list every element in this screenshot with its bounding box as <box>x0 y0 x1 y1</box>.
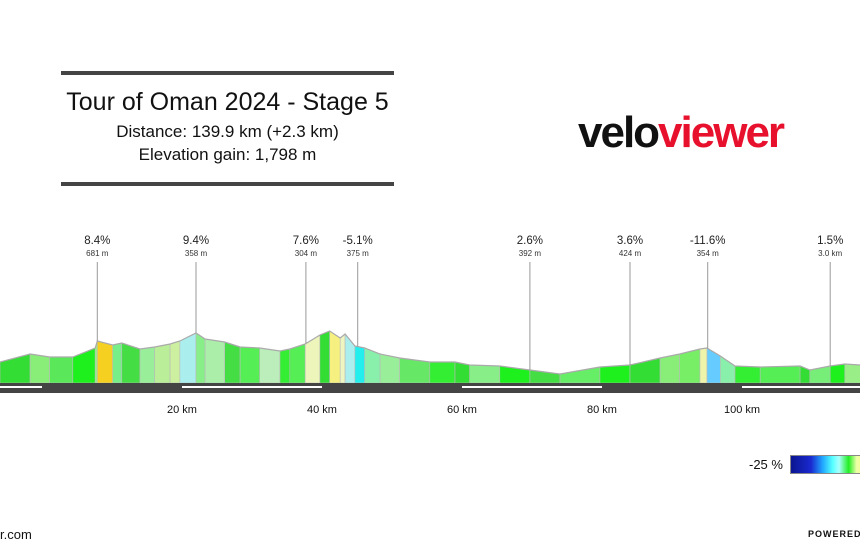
gradient-legend-bar <box>790 455 860 474</box>
marker-gradient: 1.5% <box>817 235 844 247</box>
marker-length: 358 m <box>184 249 208 258</box>
gradient-marker: 8.4% 681 m <box>67 235 127 258</box>
profile-segment <box>72 347 96 384</box>
distance-text: Distance: 139.9 km (+2.3 km) <box>116 122 339 141</box>
gradient-marker: 7.6% 304 m <box>276 235 336 258</box>
profile-segment <box>379 353 401 384</box>
profile-segment <box>289 343 306 384</box>
profile-segment <box>329 330 341 384</box>
profile-segment <box>599 364 631 384</box>
gradient-marker: -11.6% 354 m <box>678 235 738 258</box>
profile-segment <box>29 353 51 384</box>
marker-length: 375 m <box>346 249 369 258</box>
profile-segment <box>469 364 501 384</box>
profile-segment <box>49 356 74 384</box>
marker-length: 304 m <box>294 249 317 258</box>
profile-segment <box>204 338 225 384</box>
profile-segment <box>112 342 123 384</box>
gradient-marker: 3.6% 424 m <box>600 235 660 258</box>
marker-length: 392 m <box>518 249 541 258</box>
distance-stripe <box>742 386 860 388</box>
powered-by-text: POWERED <box>808 529 860 539</box>
profile-segment <box>239 346 261 384</box>
profile-segment <box>259 347 281 384</box>
x-tick-label: 40 km <box>307 404 337 416</box>
gradient-marker: -5.1% 375 m <box>328 235 388 258</box>
profile-segment <box>679 348 701 384</box>
marker-gradient: -11.6% <box>689 235 726 247</box>
x-tick-label: 120 km <box>852 404 860 416</box>
title-bottom-rule <box>61 182 394 186</box>
gradient-marker: 9.4% 358 m <box>166 235 226 258</box>
marker-gradient: 8.4% <box>84 235 111 247</box>
profile-segment <box>121 342 141 384</box>
profile-segment <box>339 333 346 384</box>
marker-gradient: 9.4% <box>182 235 210 247</box>
title-top-rule <box>61 71 394 75</box>
marker-length: 3.0 km <box>818 249 843 258</box>
gradient-marker: 1.5% 3.0 km <box>800 235 860 258</box>
x-tick-label: 100 km <box>723 404 761 416</box>
profile-segment <box>279 348 291 384</box>
gradient-marker: 2.6% 392 m <box>500 235 560 258</box>
profile-segment <box>719 355 736 384</box>
site-url[interactable]: r.com <box>0 527 32 542</box>
profile-segment <box>706 347 721 384</box>
marker-length: 354 m <box>696 249 719 258</box>
elevation-gain-text: Elevation gain: 1,798 m <box>138 145 317 164</box>
profile-segment <box>179 332 197 384</box>
profile-segment <box>429 361 456 384</box>
marker-gradient: 3.6% <box>616 235 644 247</box>
marker-length: 424 m <box>618 249 642 258</box>
profile-segment <box>844 363 860 384</box>
profile-segment <box>559 366 601 384</box>
profile-segment <box>659 353 681 384</box>
marker-gradient: 2.6% <box>516 235 543 247</box>
profile-segment <box>224 341 241 384</box>
distance-stripe <box>182 386 322 388</box>
distance-stripe <box>0 386 42 388</box>
page-title: Tour of Oman 2024 - Stage 5 <box>66 88 389 116</box>
veloviewer-logo: veloviewer <box>578 108 785 157</box>
marker-gradient: 7.6% <box>292 235 319 247</box>
x-tick-label: 20 km <box>167 404 197 416</box>
distance-bar <box>0 383 860 393</box>
profile-segment <box>139 346 155 384</box>
x-tick-label: 80 km <box>587 404 617 416</box>
profile-outline <box>0 330 860 375</box>
profile-segment <box>829 363 846 384</box>
profile-segment <box>195 332 206 384</box>
profile-segment <box>169 340 181 384</box>
profile-segment <box>97 340 113 384</box>
distance-stripe <box>462 386 602 388</box>
profile-segment <box>734 365 761 384</box>
profile-segment <box>344 333 356 384</box>
profile-segment <box>699 347 708 384</box>
profile-segment <box>319 330 331 384</box>
profile-segment <box>354 345 366 384</box>
profile-segment <box>154 343 171 384</box>
profile-segment <box>759 365 801 384</box>
x-tick-label: 60 km <box>447 404 477 416</box>
marker-length: 681 m <box>86 249 109 258</box>
marker-gradient: -5.1% <box>342 235 373 247</box>
legend-min-label: -25 % <box>749 457 783 472</box>
